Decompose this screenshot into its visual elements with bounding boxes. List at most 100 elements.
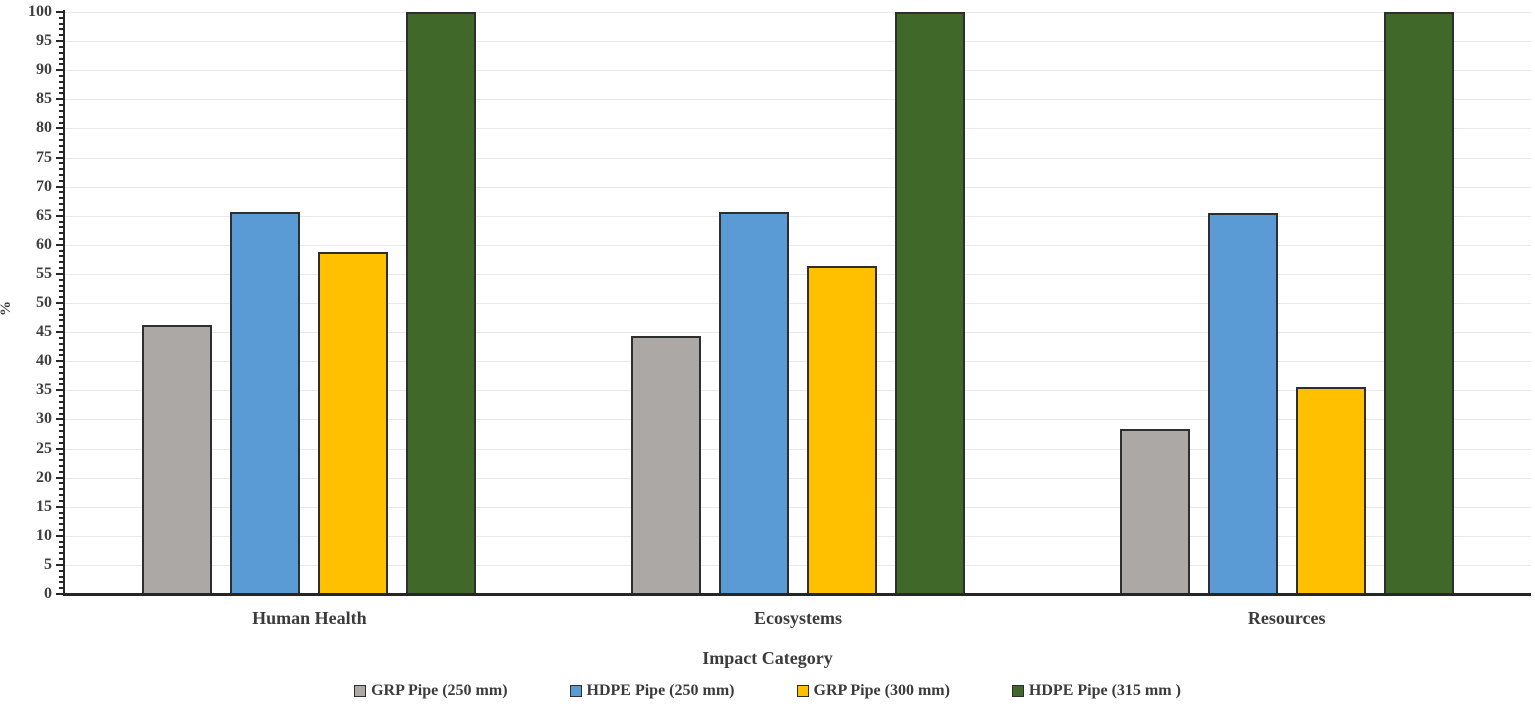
minor-tick [59,104,63,107]
major-tick [56,272,63,275]
bar [719,212,789,594]
y-tick-label: 35 [36,381,52,399]
minor-tick [59,255,63,258]
minor-tick [59,22,63,25]
minor-tick [59,575,63,578]
minor-tick [59,313,63,316]
y-tick-label: 20 [36,468,52,486]
minor-tick [59,173,63,176]
category-label: Ecosystems [754,608,842,628]
minor-tick [59,203,63,206]
minor-tick [59,208,63,211]
y-tick-label: 55 [36,264,52,282]
gridline [65,419,1531,421]
gridline [65,535,1531,537]
major-tick [56,156,63,159]
major-tick [56,185,63,188]
gridline [65,244,1531,246]
major-tick [56,40,63,43]
gridline [65,477,1531,479]
y-tick-label: 75 [36,148,52,166]
minor-tick [59,144,63,147]
major-tick [56,360,63,363]
minor-tick [59,232,63,235]
minor-tick [59,528,63,531]
major-tick [56,534,63,537]
gridline [65,99,1531,101]
bar [895,12,965,594]
major-tick [56,331,63,334]
minor-tick [59,441,63,444]
y-tick-label: 60 [36,235,52,253]
minor-tick [59,325,63,328]
bar [1119,429,1190,594]
category-label: Resources [1247,608,1326,628]
y-axis-line [63,10,65,596]
major-tick [56,476,63,479]
minor-tick [59,80,63,83]
bar [230,211,301,594]
minor-tick [59,511,63,514]
bar [1207,212,1278,594]
gridline [65,332,1531,334]
minor-tick [59,488,63,491]
y-tick-label: 45 [36,323,52,341]
minor-tick [59,400,63,403]
minor-tick [59,168,63,171]
minor-tick [59,249,63,252]
minor-tick [59,552,63,555]
minor-tick [59,430,63,433]
minor-tick [59,115,63,118]
minor-tick [59,34,63,37]
minor-tick [59,162,63,165]
legend-swatch-icon [569,685,582,697]
minor-tick [59,319,63,322]
minor-tick [59,453,63,456]
y-tick-label: 85 [36,90,52,108]
minor-tick [59,261,63,264]
y-tick-label: 30 [36,410,52,428]
minor-tick [59,587,63,590]
legend-label: HDPE Pipe (250 mm) [586,682,735,699]
y-tick-label: 40 [36,352,52,370]
bar [406,12,477,594]
minor-tick [59,57,63,60]
gridline [65,12,1531,13]
minor-tick [59,150,63,153]
bar [1383,12,1454,594]
y-tick-label: 50 [36,294,52,311]
y-tick-label: 95 [36,32,52,50]
minor-tick [59,581,63,584]
legend-item: GRP Pipe (300 mm) [796,682,950,700]
gridline [65,215,1531,217]
minor-tick [59,482,63,485]
legend-label: GRP Pipe (250 mm) [371,682,508,699]
gridline [65,41,1531,43]
minor-tick [59,267,63,270]
y-tick-label: 10 [36,526,52,544]
minor-tick [59,92,63,95]
minor-tick [59,86,63,89]
legend-label: GRP Pipe (300 mm) [813,682,950,699]
major-tick [56,98,63,101]
major-tick [56,563,63,566]
legend-item: GRP Pipe (250 mm) [354,682,508,700]
legend-swatch-icon [796,685,809,697]
minor-tick [59,383,63,386]
gridline [65,506,1531,508]
minor-tick [59,366,63,369]
minor-tick [59,517,63,520]
minor-tick [59,139,63,142]
y-tick-label: 90 [36,61,52,79]
minor-tick [59,284,63,287]
major-tick [56,389,63,392]
minor-tick [59,342,63,345]
minor-tick [59,28,63,31]
bar-group-ecosystems [554,12,1043,594]
major-tick [56,243,63,246]
minor-tick [59,179,63,182]
minor-tick [59,354,63,357]
gridline [65,390,1531,392]
gridline [65,564,1531,566]
minor-tick [59,459,63,462]
